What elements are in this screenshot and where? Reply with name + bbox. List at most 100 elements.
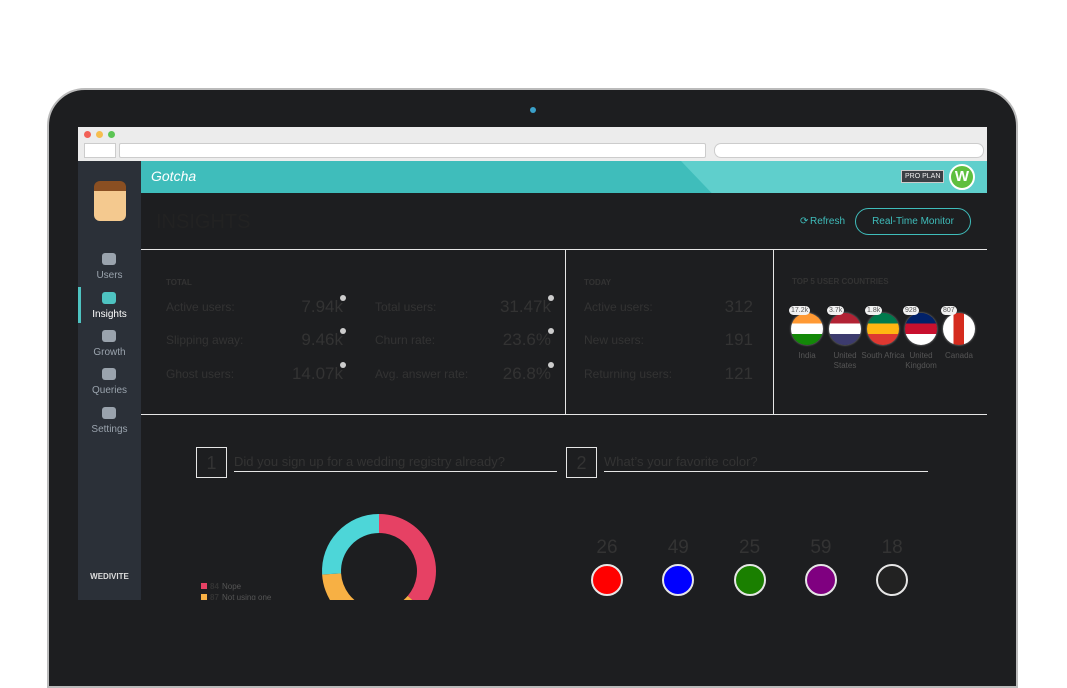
flag [943, 313, 975, 345]
legend-value: 87 [210, 593, 219, 600]
legend-label: Not using one [222, 593, 272, 600]
info-dot [548, 328, 554, 334]
stat-value: 312 [724, 297, 753, 316]
question-text: What’s your favorite color? [604, 454, 758, 469]
nav-icon[interactable] [102, 330, 116, 342]
color-swatch [804, 564, 837, 596]
legend-label: Nope [222, 582, 242, 591]
stat-value: 23.6% [502, 330, 551, 349]
stat-value: 121 [724, 364, 753, 383]
option-count: 25 [739, 537, 761, 558]
stat-label: New users: [584, 333, 645, 347]
page: Gotcha PRO PLAN W INSIGHTS ⟳ Refresh Rea… [47, 88, 1018, 688]
flag [905, 313, 937, 345]
stat-label: Ghost users: [166, 367, 235, 381]
brand: Gotcha [151, 168, 197, 184]
flag [867, 313, 899, 345]
info-dot [340, 295, 346, 301]
legend-value: 84 [210, 582, 219, 591]
country-name: Canada [944, 351, 974, 360]
sidebar [78, 161, 141, 600]
legend-swatch [201, 583, 207, 589]
search-bar[interactable] [714, 143, 984, 158]
info-dot [548, 295, 554, 301]
browser-chrome [78, 127, 987, 161]
country-count: 17.2k [789, 306, 811, 315]
refresh-link[interactable]: Refresh [810, 216, 846, 227]
monitor-button[interactable]: Real-Time Monitor [855, 208, 971, 235]
stat-value: 31.47k [499, 297, 551, 316]
color-swatch [733, 564, 766, 596]
country-count: 1.8k [865, 306, 883, 315]
stat-label: Active users: [584, 300, 653, 314]
question-text: Did you sign up for a wedding registry a… [234, 454, 505, 469]
nav-item[interactable]: Settings [91, 424, 128, 435]
stat-label: Active users: [166, 300, 235, 314]
app-header: Gotcha PRO PLAN W [141, 161, 987, 193]
color-swatch [662, 564, 695, 596]
country-name: United Kingdom [905, 351, 937, 370]
nav-item[interactable]: Users [96, 270, 123, 281]
section-heading: TOP 5 USER COUNTRIES [792, 277, 889, 286]
nav-item[interactable]: Growth [93, 347, 126, 358]
nav-icon[interactable] [102, 292, 116, 304]
info-dot [548, 362, 554, 368]
user-avatar[interactable]: W [949, 164, 975, 190]
country-name: South Africa [861, 351, 905, 360]
country-name: United States [833, 351, 857, 370]
donut-segment [322, 573, 413, 600]
stat-value: 26.8% [502, 364, 551, 383]
question-underline [234, 471, 557, 472]
stat-label: Churn rate: [375, 333, 436, 347]
divider [141, 249, 987, 250]
account-name: WEDIVITE [90, 572, 129, 581]
stat-value: 7.94k [301, 297, 343, 316]
divider [565, 249, 566, 414]
page-title: INSIGHTS [156, 211, 251, 233]
option-count: 26 [596, 537, 618, 558]
stat-label: Returning users: [584, 367, 673, 381]
donut-segment [379, 514, 436, 600]
stat-label: Total users: [375, 300, 437, 314]
legend-swatch [201, 594, 207, 600]
nav-item[interactable]: Insights [92, 309, 127, 320]
section-heading: TOTAL [166, 278, 192, 287]
question-underline [604, 471, 928, 472]
nav-item[interactable]: Queries [91, 385, 127, 396]
plan-badge: PRO PLAN [901, 170, 945, 183]
option-count: 49 [667, 537, 689, 558]
back-forward[interactable] [84, 143, 116, 158]
camera [530, 107, 536, 113]
nav-icon[interactable] [102, 253, 116, 265]
country-count: 807 [941, 306, 957, 315]
color-swatch [876, 564, 909, 596]
flag [791, 313, 823, 345]
active-indicator [78, 287, 81, 323]
stat-label: Avg. answer rate: [375, 367, 469, 381]
stat-label: Slipping away: [166, 333, 244, 347]
stat-value: 9.46k [301, 330, 343, 349]
refresh-icon: ⟳ [800, 216, 809, 227]
option-count: 59 [810, 537, 832, 558]
nav-icon[interactable] [102, 407, 116, 419]
country-count: 928 [903, 306, 919, 315]
section-heading: TODAY [584, 278, 612, 287]
address-bar[interactable] [119, 143, 706, 158]
info-dot [340, 362, 346, 368]
divider [773, 249, 774, 414]
question-number: 1 [196, 447, 227, 478]
flag [829, 313, 861, 345]
question-number: 2 [566, 447, 597, 478]
country-count: 3.7k [827, 306, 845, 315]
divider [141, 414, 987, 415]
country-name: India [798, 351, 816, 360]
stat-value: 191 [724, 330, 753, 349]
nav-icon[interactable] [102, 368, 116, 380]
color-swatch [591, 564, 623, 596]
donut-segment [322, 514, 379, 575]
info-dot [340, 328, 346, 334]
option-count: 18 [881, 537, 903, 558]
avatar [94, 181, 126, 221]
stat-value: 14.07k [291, 364, 343, 383]
